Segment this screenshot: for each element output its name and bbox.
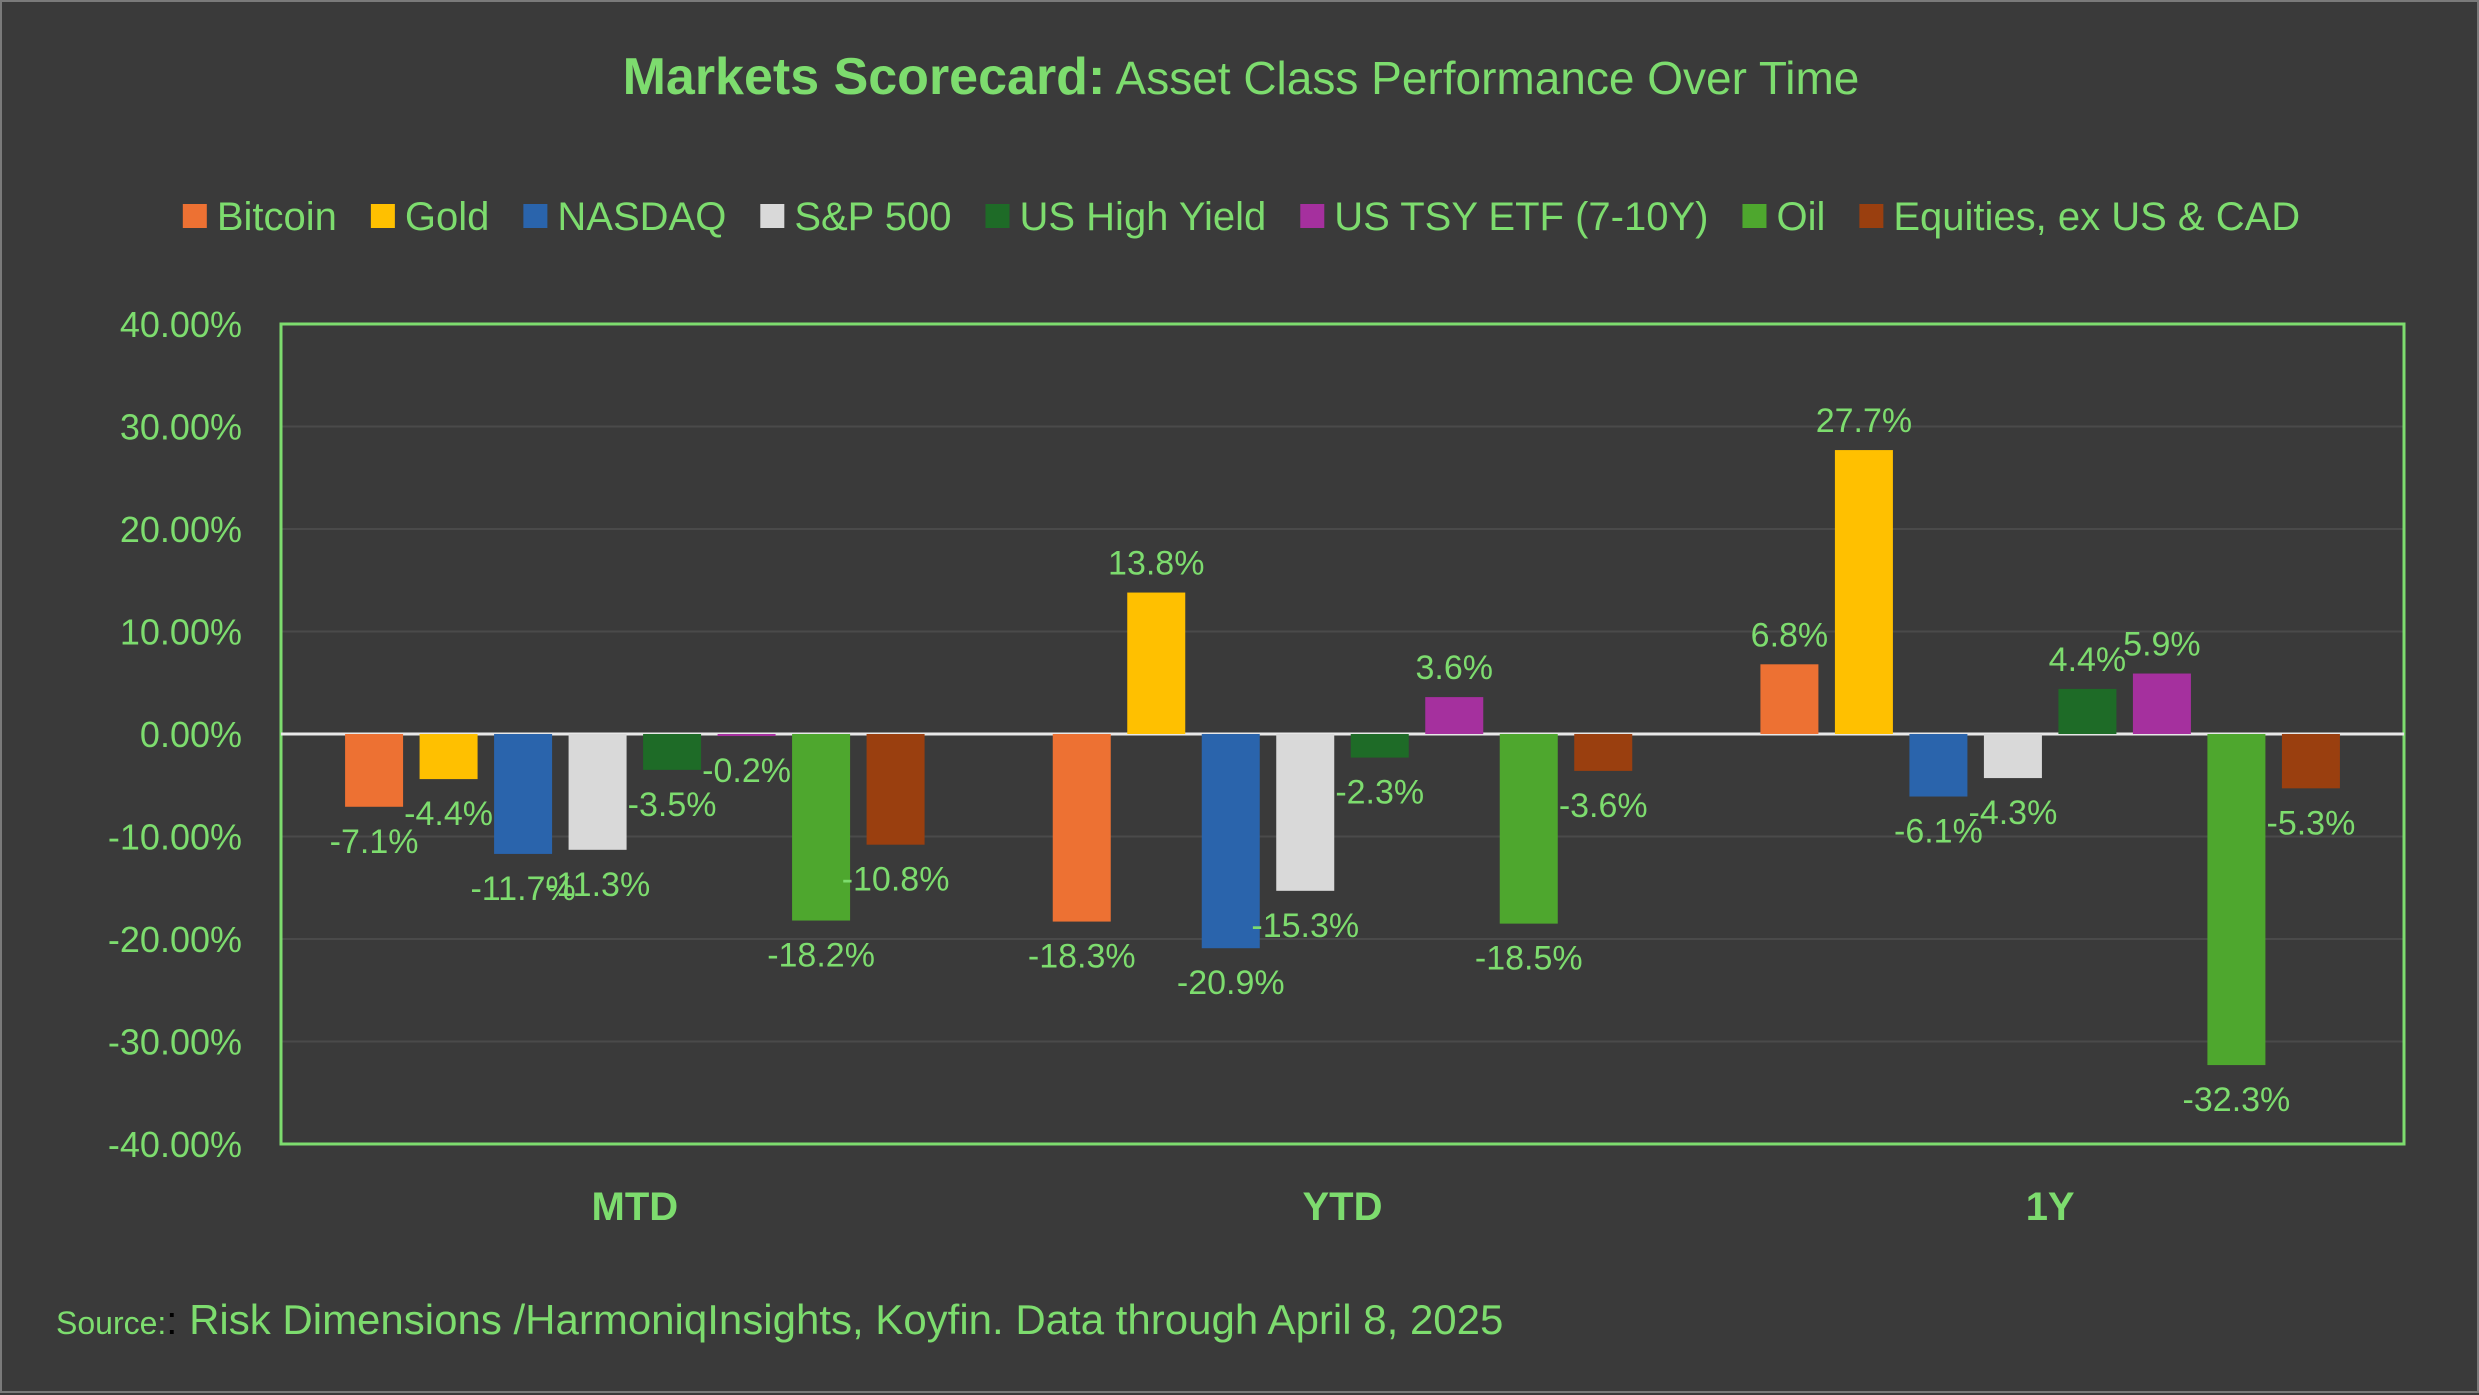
bar [2132, 673, 2191, 734]
legend-label: Oil [1776, 195, 1825, 239]
bar [792, 734, 851, 921]
legend-swatch [1742, 204, 1767, 228]
legend-swatch [182, 204, 207, 228]
data-label: -15.3% [1251, 907, 1359, 945]
legend-label: Equities, ex US & CAD [1893, 195, 2300, 239]
y-tick-label: 0.00% [140, 714, 242, 755]
legend-swatch [985, 204, 1010, 228]
bar [643, 734, 702, 770]
data-label: -18.5% [1475, 940, 1583, 978]
y-tick-label: 30.00% [120, 407, 242, 448]
data-label: -4.4% [404, 795, 493, 833]
bar [1201, 734, 1260, 949]
bar [1350, 734, 1409, 758]
legend: Bitcoin Gold NASDAQ S&P 500 US High Yield US … [182, 195, 2300, 239]
chart-title-bold: Markets Scorecard: [623, 48, 1106, 106]
data-label: 6.8% [1751, 616, 1829, 654]
legend-swatch [370, 204, 395, 228]
y-axis: -40.00% -30.00% -20.00% -10.00% 0.00% 10.00% 2… [108, 304, 242, 1165]
data-labels: -7.1% -18.3% 6.8% -4.4% 13.8% 27.7% -11.7% -20.… [330, 402, 2356, 1119]
bar [1276, 734, 1335, 891]
bar [419, 734, 478, 780]
data-label: -5.3% [2267, 804, 2356, 842]
data-label: -3.6% [1559, 787, 1648, 825]
data-label: -0.2% [702, 752, 791, 790]
y-tick-label: 10.00% [120, 612, 242, 653]
bar [568, 734, 627, 850]
bar [2207, 734, 2266, 1066]
source-label: Source: [56, 1305, 166, 1341]
y-tick-label: -30.00% [108, 1022, 242, 1063]
bar [866, 734, 925, 845]
bar [1834, 450, 1893, 734]
legend-label: Gold [405, 195, 490, 239]
legend-swatch [523, 204, 548, 228]
data-label: -3.5% [628, 786, 717, 824]
source-colon: : [166, 1299, 177, 1343]
data-label: 4.4% [2049, 641, 2127, 679]
data-label: -18.2% [767, 937, 875, 975]
data-label: -10.8% [842, 861, 950, 899]
data-label: -20.9% [1177, 964, 1285, 1002]
legend-swatch [1859, 204, 1884, 228]
y-tick-label: -20.00% [108, 919, 242, 960]
bar [1499, 734, 1558, 924]
y-tick-label: 40.00% [120, 304, 242, 345]
bar [1760, 664, 1819, 734]
bar [1425, 697, 1484, 734]
data-label: -6.1% [1894, 813, 1983, 851]
bar [1052, 734, 1111, 922]
data-label: -7.1% [330, 823, 419, 861]
data-label: 5.9% [2123, 626, 2201, 664]
data-label: -32.3% [2183, 1081, 2291, 1119]
data-label: 27.7% [1816, 402, 1912, 440]
bar [1574, 734, 1633, 771]
bar [1909, 734, 1968, 797]
bar [717, 734, 776, 737]
chart-title: Markets Scorecard: Asset Class Performan… [623, 48, 1860, 106]
bar [345, 734, 404, 807]
y-tick-label: -10.00% [108, 817, 242, 858]
legend-label: US TSY ETF (7-10Y) [1334, 195, 1708, 239]
bar [1983, 734, 2042, 779]
x-tick-label: 1Y [2026, 1185, 2075, 1229]
x-tick-label: MTD [592, 1185, 679, 1229]
bar [2058, 688, 2117, 734]
legend-label: NASDAQ [557, 195, 726, 239]
source-text: Risk Dimensions /HarmoniqInsights, Koyfi… [177, 1296, 1503, 1343]
gridlines [279, 322, 2406, 1146]
chart-title-rest: Asset Class Performance Over Time [1105, 52, 1859, 104]
data-label: -4.3% [1969, 794, 2058, 832]
y-tick-label: 20.00% [120, 509, 242, 550]
legend-label: S&P 500 [794, 195, 951, 239]
bar [2281, 734, 2340, 789]
data-label: -11.3% [545, 866, 650, 904]
source-note: Source:: Risk Dimensions /HarmoniqInsigh… [56, 1296, 1503, 1343]
x-axis: MTD YTD 1Y [592, 1185, 2075, 1229]
data-label: -11.7% [470, 870, 575, 908]
data-label: -18.3% [1028, 938, 1136, 976]
data-label: 3.6% [1416, 649, 1494, 687]
legend-swatch [1300, 204, 1325, 228]
bar [1127, 592, 1186, 734]
bar [494, 734, 553, 854]
data-label: 13.8% [1108, 545, 1204, 583]
x-tick-label: YTD [1303, 1185, 1383, 1229]
data-label: -2.3% [1335, 774, 1424, 812]
legend-label: US High Yield [1019, 195, 1266, 239]
legend-swatch [760, 204, 785, 228]
y-tick-label: -40.00% [108, 1124, 242, 1165]
bars [345, 450, 2340, 1066]
legend-label: Bitcoin [217, 195, 337, 239]
